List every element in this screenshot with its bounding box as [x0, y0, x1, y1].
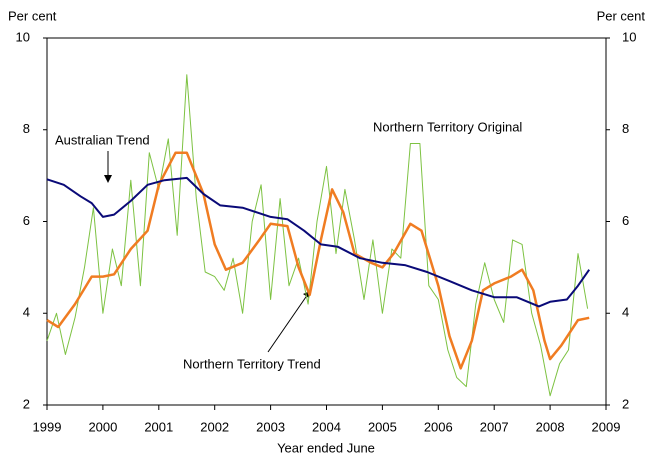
x-tick-label: 2001 [144, 419, 173, 434]
series-line [46, 151, 590, 370]
y-tick-label: 6 [23, 213, 30, 228]
y2-tick-label: 8 [622, 121, 629, 136]
annotation: Northern Territory Trend [183, 356, 321, 371]
y2-tick-label: 4 [622, 305, 629, 320]
x-tick-label: 2009 [592, 419, 621, 434]
x-tick-label: 2007 [480, 419, 509, 434]
series-line [46, 74, 589, 397]
y-tick-label: 10 [16, 29, 30, 44]
plot-frame [46, 37, 607, 406]
arrow-head [104, 175, 112, 183]
x-tick-label: 2003 [256, 419, 285, 434]
y-axis-label: Per cent [8, 8, 57, 23]
y2-tick-label: 6 [622, 213, 629, 228]
y-tick-label: 2 [23, 396, 30, 411]
x-tick-label: 2004 [312, 419, 341, 434]
x-tick-label: 2002 [200, 419, 229, 434]
annotation: Northern Territory Original [373, 119, 522, 134]
y2-axis-label: Per cent [597, 8, 646, 23]
series-line [46, 176, 591, 308]
y-tick-label: 8 [23, 121, 30, 136]
annotation: Australian Trend [55, 132, 150, 147]
x-tick-label: 2005 [368, 419, 397, 434]
arrow [267, 293, 309, 353]
y-tick-label: 4 [23, 305, 30, 320]
x-axis-label: Year ended June [277, 440, 375, 455]
x-tick-label: 2000 [88, 419, 117, 434]
y2-tick-label: 2 [622, 396, 629, 411]
x-tick-label: 2008 [536, 419, 565, 434]
x-tick-label: 1999 [33, 419, 62, 434]
y2-tick-label: 10 [622, 29, 636, 44]
x-tick-label: 2006 [424, 419, 453, 434]
